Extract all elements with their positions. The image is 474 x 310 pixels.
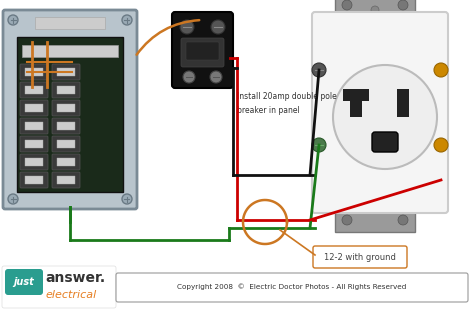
- FancyBboxPatch shape: [52, 118, 80, 134]
- FancyBboxPatch shape: [20, 172, 48, 188]
- FancyBboxPatch shape: [20, 154, 48, 170]
- FancyBboxPatch shape: [52, 82, 80, 98]
- Text: 12-2 with ground: 12-2 with ground: [324, 253, 396, 262]
- Bar: [25, 86, 43, 94]
- Circle shape: [333, 65, 437, 169]
- FancyBboxPatch shape: [5, 269, 43, 295]
- Circle shape: [312, 63, 326, 77]
- Bar: [25, 122, 43, 130]
- Bar: [57, 122, 75, 130]
- Bar: [17, 37, 123, 192]
- Circle shape: [211, 20, 225, 34]
- FancyBboxPatch shape: [313, 246, 407, 268]
- FancyBboxPatch shape: [52, 100, 80, 116]
- FancyBboxPatch shape: [20, 64, 48, 80]
- FancyBboxPatch shape: [52, 136, 80, 152]
- Text: Copyright 2008  ©  Electric Doctor Photos - All Rights Reserved: Copyright 2008 © Electric Doctor Photos …: [177, 284, 407, 290]
- FancyBboxPatch shape: [52, 154, 80, 170]
- FancyBboxPatch shape: [3, 10, 137, 209]
- Circle shape: [342, 215, 352, 225]
- Circle shape: [180, 20, 194, 34]
- Circle shape: [312, 138, 326, 152]
- Circle shape: [122, 194, 132, 204]
- Bar: [25, 140, 43, 148]
- FancyBboxPatch shape: [20, 118, 48, 134]
- Text: electrical: electrical: [45, 290, 96, 300]
- Bar: [57, 68, 75, 76]
- FancyBboxPatch shape: [372, 132, 398, 152]
- Bar: [25, 158, 43, 166]
- Bar: [343, 89, 369, 101]
- Bar: [22, 45, 118, 57]
- FancyBboxPatch shape: [181, 38, 224, 67]
- FancyBboxPatch shape: [20, 136, 48, 152]
- Text: breaker in panel: breaker in panel: [237, 106, 300, 115]
- FancyBboxPatch shape: [312, 12, 448, 213]
- Circle shape: [398, 215, 408, 225]
- Bar: [397, 89, 409, 117]
- Text: just: just: [14, 277, 35, 287]
- Circle shape: [434, 138, 448, 152]
- Bar: [57, 158, 75, 166]
- Bar: [335, 210, 415, 232]
- Bar: [57, 104, 75, 112]
- Text: Install 20amp double pole: Install 20amp double pole: [237, 92, 337, 101]
- FancyBboxPatch shape: [52, 64, 80, 80]
- FancyBboxPatch shape: [20, 100, 48, 116]
- Circle shape: [398, 0, 408, 10]
- Circle shape: [342, 0, 352, 10]
- Bar: [25, 104, 43, 112]
- Bar: [25, 68, 43, 76]
- FancyBboxPatch shape: [2, 266, 116, 308]
- FancyBboxPatch shape: [172, 12, 233, 88]
- Bar: [57, 176, 75, 184]
- Circle shape: [371, 6, 379, 14]
- Circle shape: [8, 194, 18, 204]
- Circle shape: [183, 71, 195, 83]
- FancyBboxPatch shape: [52, 172, 80, 188]
- Circle shape: [122, 15, 132, 25]
- Bar: [25, 176, 43, 184]
- FancyBboxPatch shape: [186, 42, 219, 60]
- FancyBboxPatch shape: [20, 82, 48, 98]
- Circle shape: [8, 15, 18, 25]
- Circle shape: [210, 71, 222, 83]
- Bar: [57, 140, 75, 148]
- Bar: [57, 86, 75, 94]
- Circle shape: [434, 63, 448, 77]
- Bar: [335, 0, 415, 17]
- Text: answer.: answer.: [45, 271, 105, 285]
- Bar: [350, 89, 362, 117]
- Bar: [35, 17, 105, 29]
- FancyBboxPatch shape: [116, 273, 468, 302]
